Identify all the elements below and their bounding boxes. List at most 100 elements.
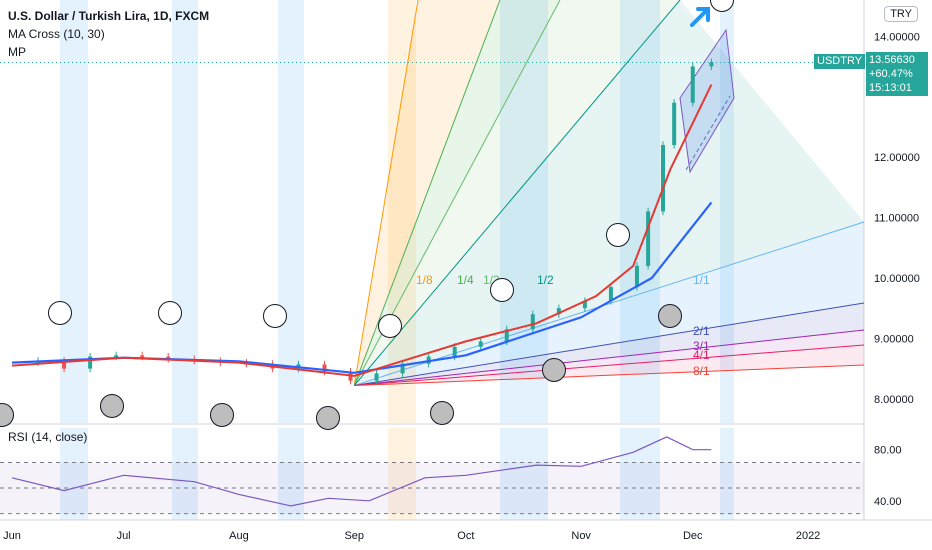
gann-fan-label: 1/4 (457, 273, 474, 287)
channel-midline (685, 95, 731, 171)
mp-legend[interactable]: MP (8, 45, 26, 59)
time-tick-label: Aug (229, 530, 249, 542)
candle-body (672, 102, 677, 146)
ma-fast-line (11, 84, 713, 377)
grid (0, 0, 932, 521)
gann-fan-label: 1/1 (693, 273, 710, 287)
candle-body (709, 62, 714, 67)
gann-fan-label: 3/1 (693, 339, 710, 353)
currency-button[interactable]: TRY (884, 6, 918, 22)
time-tick-label: Nov (571, 530, 591, 542)
gann-fan-label: 2/1 (693, 324, 710, 338)
session-band (172, 428, 198, 520)
candle-body (322, 364, 327, 372)
cycle-circle (0, 403, 14, 427)
cycle-circle (710, 0, 734, 12)
price-tick-label: 14.00000 (874, 31, 920, 43)
candle-body (634, 265, 639, 288)
cycle-circle (263, 304, 287, 328)
cycle-circle (430, 401, 454, 425)
candle-body (690, 66, 695, 103)
price-change: +60.47% (869, 68, 913, 80)
candle-body (140, 355, 145, 358)
session-band (60, 428, 88, 520)
session-band (720, 0, 734, 423)
gann-fan-line (353, 0, 501, 386)
cycle-circle (316, 406, 340, 430)
candle-body (478, 341, 483, 347)
time-tick-label: Jul (117, 530, 131, 542)
gann-fan-line (354, 344, 865, 387)
time-tick-label: Sep (344, 530, 364, 542)
candle-body (608, 287, 613, 301)
candle-body (452, 346, 457, 357)
moving-averages (11, 84, 713, 377)
bar-countdown: 15:13:01 (869, 82, 912, 94)
candle-body (504, 329, 509, 342)
session-bands (60, 0, 734, 520)
axes: 8.00000 9.00000 10.00000 11.00000 12.00000 14… (3, 31, 920, 542)
parallel-channel (679, 28, 735, 174)
gann-fan-line (353, 0, 419, 386)
cycle-circle (158, 301, 182, 325)
gann-fan-label: 1/8 (416, 273, 433, 287)
cycle-circle (48, 301, 72, 325)
session-band (500, 428, 548, 520)
candle-body (88, 356, 93, 369)
candle-body (114, 355, 119, 358)
time-tick-label: Oct (457, 530, 474, 542)
gann-fan-line (354, 364, 865, 387)
time-tick-label: Jun (3, 530, 21, 542)
cycle-circle (100, 394, 124, 418)
price-tick-label: 10.00000 (874, 273, 920, 285)
candle-body (530, 314, 535, 330)
cycle-circle (490, 278, 514, 302)
rsi-tick-label: 80.00 (874, 445, 902, 457)
session-band (172, 0, 198, 423)
symbol-tag: USDTRY (814, 54, 866, 69)
last-price: 13.56630 (869, 54, 915, 66)
last-price-tag: 13.56630 +60.47% 15:13:01 (866, 52, 928, 96)
cycle-circle (542, 358, 566, 382)
candle-body (646, 211, 651, 266)
session-band (60, 0, 88, 423)
gann-fan-line (353, 0, 681, 386)
time-tick-label: 2022 (796, 530, 820, 542)
rsi-line (11, 436, 712, 507)
gann-fan: 1/8 1/4 1/3 1/2 1/12/13/14/18/1 (353, 0, 865, 387)
cycle-circle (210, 403, 234, 427)
price-tick-label: 8.00000 (874, 394, 914, 406)
time-tick-label: Dec (683, 530, 703, 542)
candle-body (582, 300, 587, 309)
gann-fan-line (354, 329, 865, 387)
gann-fan-line (354, 221, 865, 387)
rsi-legend[interactable]: RSI (14, close) (8, 430, 88, 444)
session-band (278, 0, 304, 423)
chart-title: U.S. Dollar / Turkish Lira, 1D, FXCM (8, 9, 210, 23)
gann-fan-label: 1/2 (537, 273, 554, 287)
ma-cross-legend[interactable]: MA Cross (10, 30) (8, 27, 105, 41)
session-band (500, 0, 548, 423)
price-tick-label: 11.00000 (874, 213, 919, 225)
candle-body (400, 363, 405, 374)
gann-fan-line (354, 302, 865, 387)
gann-fan-zone (354, 0, 864, 386)
gann-fan-label: 8/1 (693, 364, 710, 378)
cycle-circles (0, 0, 734, 430)
candle-body (62, 360, 67, 369)
candle-body (374, 373, 379, 381)
arrow-up-icon (690, 7, 710, 27)
gann-fan-label: 4/1 (693, 348, 710, 362)
candle-body (556, 308, 561, 315)
candle-body (661, 145, 665, 212)
cycle-circle (378, 314, 402, 338)
price-tick-label: 9.00000 (874, 333, 914, 345)
candle-body (166, 356, 171, 359)
session-band (388, 428, 416, 520)
session-band (720, 428, 734, 520)
session-band (388, 0, 416, 423)
price-tick-label: 12.00000 (874, 152, 920, 164)
cycle-circle (606, 223, 630, 247)
rsi-panel (0, 436, 864, 515)
